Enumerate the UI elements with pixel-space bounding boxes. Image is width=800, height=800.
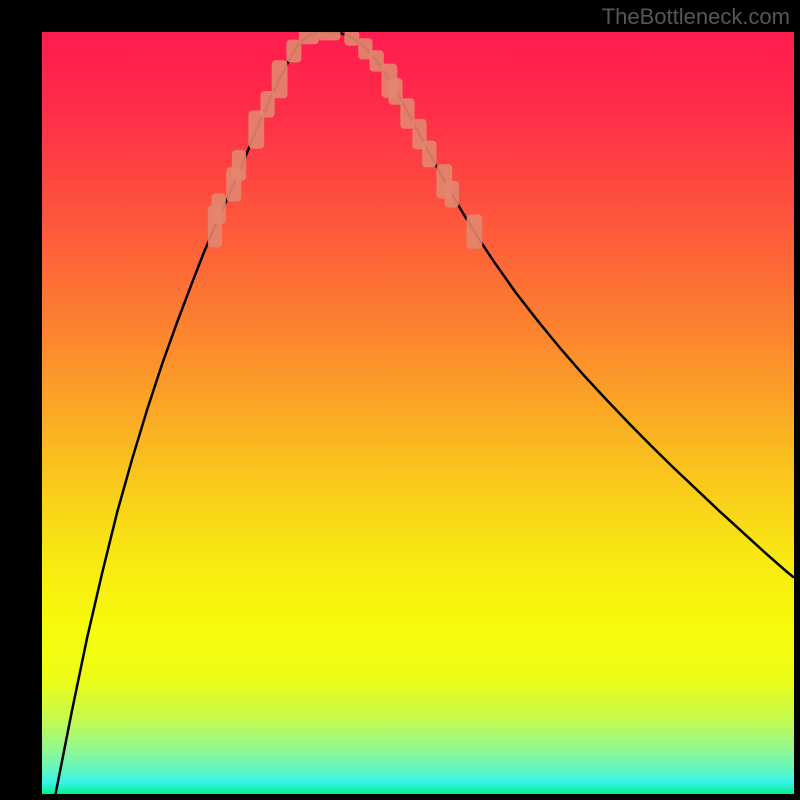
markers-group (208, 32, 482, 249)
marker-point (299, 32, 319, 44)
marker-point (422, 141, 436, 168)
curve-right (324, 32, 794, 578)
marker-point (388, 78, 402, 105)
marker-point (286, 40, 301, 63)
marker-point (445, 181, 459, 208)
marker-point (318, 32, 341, 40)
plot-area (42, 32, 794, 794)
curve-left (56, 32, 324, 794)
chart-overlay (42, 32, 794, 794)
marker-point (272, 60, 288, 98)
marker-point (344, 32, 359, 46)
marker-point (467, 214, 483, 248)
marker-point (232, 150, 246, 180)
watermark-text: TheBottleneck.com (602, 4, 790, 30)
marker-point (212, 194, 226, 224)
